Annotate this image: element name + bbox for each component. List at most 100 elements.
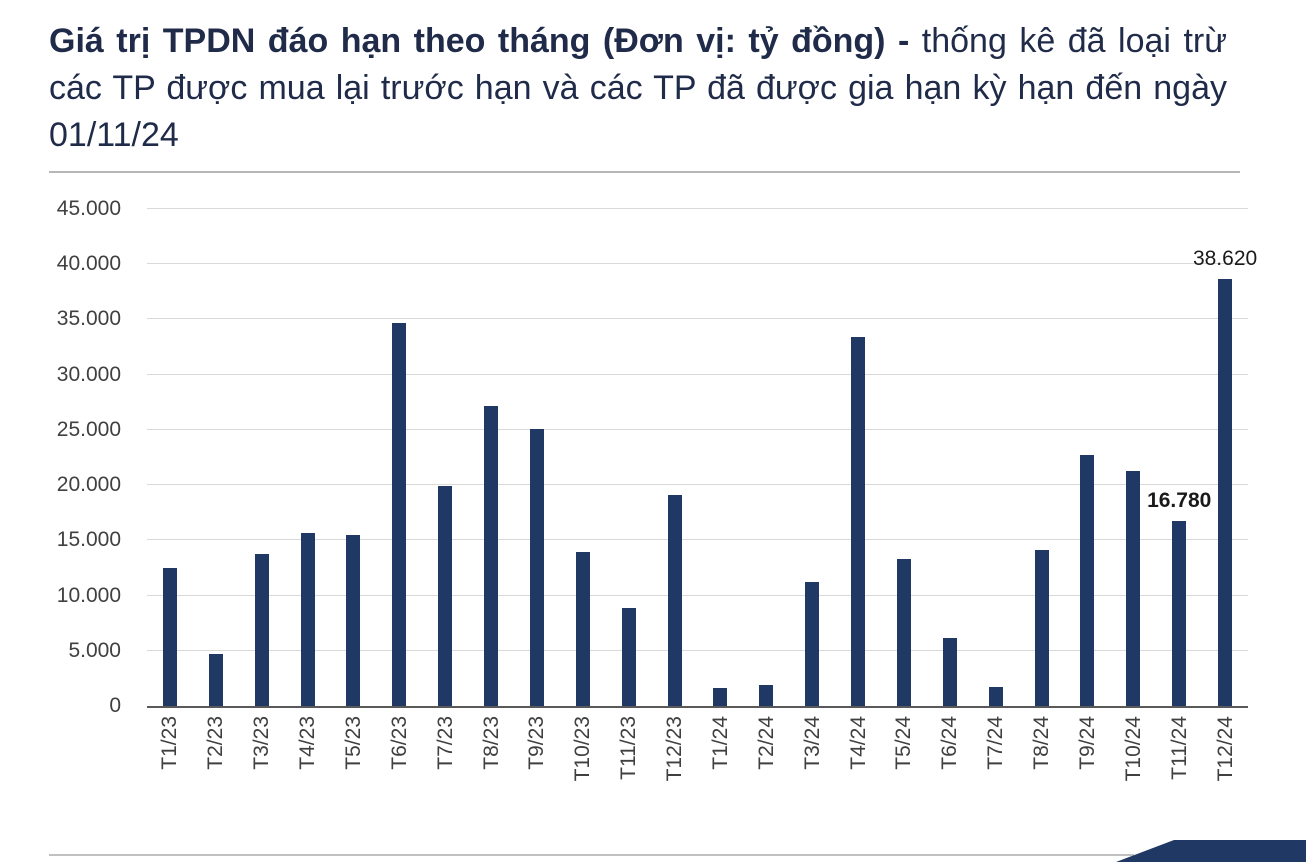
- bar: [942, 637, 957, 706]
- bar-column: [147, 209, 193, 706]
- title-divider: [49, 171, 1240, 173]
- bar: [1034, 550, 1049, 706]
- bar: [208, 654, 223, 706]
- chart-title-regular: thống kê đã loại trừ các TP được mua lại…: [49, 22, 1227, 154]
- chart-title: Giá trị TPDN đáo hạn theo tháng (Đơn vị:…: [49, 18, 1227, 159]
- footer-line: [49, 854, 1134, 856]
- y-axis: 45.000 40.000 35.000 30.000 25.000 20.000 15.0…: [45, 197, 147, 717]
- bar: [484, 405, 499, 706]
- bar-value-label: 16.780: [1147, 488, 1212, 512]
- gridline: [147, 373, 1248, 375]
- bar: [575, 552, 590, 706]
- bar: [254, 553, 269, 706]
- bar: [346, 534, 361, 706]
- bar-column: [698, 209, 744, 706]
- x-axis-label: T6/24: [938, 716, 962, 770]
- bar-value-label: 38.620: [1192, 247, 1258, 271]
- bar: [621, 607, 636, 706]
- bar: [667, 495, 682, 706]
- bar-column: [606, 209, 652, 706]
- bar-column: [743, 209, 789, 706]
- x-axis-labels: T1/23 T2/23 T3/23 T4/23 T5/23 T6/23 T7/23 T8/23…: [147, 708, 1248, 816]
- bar-column: [789, 209, 835, 706]
- bar: [438, 486, 453, 706]
- y-tick-label: 30.000: [56, 362, 121, 386]
- y-tick-label: 40.000: [56, 252, 121, 276]
- gridline: [147, 208, 1248, 209]
- bar-column: [376, 209, 422, 706]
- bars: 16.780 38.620: [147, 209, 1257, 706]
- gridline: [147, 649, 1248, 651]
- bar: [529, 428, 544, 706]
- x-axis-label: T9/23: [525, 716, 549, 770]
- bar: [988, 687, 1003, 706]
- x-axis-label: T8/24: [1030, 716, 1054, 770]
- x-axis-label: T11/23: [617, 716, 641, 780]
- bar: [713, 688, 728, 706]
- x-axis-label: T8/23: [479, 716, 503, 770]
- y-tick-label: 15.000: [56, 528, 121, 552]
- y-tick-label: 0: [109, 694, 121, 717]
- chart-title-bold: Giá trị TPDN đáo hạn theo tháng (Đơn vị:…: [49, 22, 922, 60]
- bar-chart: 45.000 40.000 35.000 30.000 25.000 20.000 15.0…: [45, 197, 1257, 816]
- bar-column: [652, 209, 698, 706]
- bar-column: [468, 209, 514, 706]
- gridline: [147, 594, 1248, 596]
- x-axis-label: T10/23: [571, 716, 595, 782]
- bar-column: [1110, 209, 1156, 706]
- bar-column: [835, 209, 881, 706]
- x-axis-label: T9/24: [1075, 716, 1099, 770]
- y-tick-label: 10.000: [56, 583, 121, 607]
- bar: [851, 337, 866, 706]
- gridline: [147, 539, 1248, 541]
- x-axis-label: T3/24: [800, 716, 824, 770]
- bar: [162, 567, 177, 706]
- bar: [1080, 455, 1095, 706]
- y-tick-label: 35.000: [56, 307, 121, 331]
- y-tick-label: 5.000: [68, 638, 121, 662]
- bar: [1126, 470, 1141, 706]
- bar-column: [422, 209, 468, 706]
- bar-column: [193, 209, 239, 706]
- plot-wrap: 16.780 38.620 T1/23 T2/23 T3/23 T4/23 T5/23 T6…: [147, 208, 1257, 816]
- gridline: [147, 263, 1248, 265]
- bar-column: [285, 209, 331, 706]
- x-axis-label: T1/23: [158, 716, 182, 770]
- gridline: [147, 484, 1248, 486]
- bar-column: [560, 209, 606, 706]
- x-axis-label: T5/24: [892, 716, 916, 770]
- footer-wedge-shape: [1116, 840, 1306, 862]
- x-axis-label: T5/23: [341, 716, 365, 770]
- gridline: [147, 428, 1248, 430]
- bar: [896, 559, 911, 706]
- y-tick-label: 45.000: [56, 197, 121, 220]
- y-tick-label: 20.000: [56, 473, 121, 497]
- bar: [805, 582, 820, 706]
- bar-column: 16.780: [1147, 209, 1211, 706]
- bar-column: [881, 209, 927, 706]
- x-axis-label: T2/23: [204, 716, 228, 770]
- x-axis-label: T3/23: [250, 716, 274, 770]
- x-axis-label: T7/23: [433, 716, 457, 770]
- x-axis-label: T4/24: [846, 716, 870, 770]
- bar: [759, 685, 774, 706]
- bar: [300, 532, 315, 706]
- x-axis-label: T7/24: [984, 716, 1008, 770]
- x-axis-label: T11/24: [1167, 716, 1191, 780]
- bar-column: [331, 209, 377, 706]
- x-axis-label: T4/23: [296, 716, 320, 770]
- bar-column: [927, 209, 973, 706]
- bar: [1172, 520, 1187, 706]
- bar-column: [1019, 209, 1065, 706]
- x-axis-label: T1/24: [708, 716, 732, 770]
- bar: [1218, 279, 1233, 706]
- bar-column: [973, 209, 1019, 706]
- page: { "title": { "bold": "Giá trị TPDN đáo h…: [0, 18, 1306, 862]
- bar-column: 38.620: [1193, 209, 1257, 706]
- x-axis-label: T12/23: [663, 716, 687, 782]
- gridline: [147, 318, 1248, 320]
- x-axis-label: T12/24: [1213, 716, 1237, 782]
- plot-area: 16.780 38.620: [147, 208, 1257, 708]
- y-tick-label: 25.000: [56, 417, 121, 441]
- x-axis-label: T10/24: [1121, 716, 1145, 782]
